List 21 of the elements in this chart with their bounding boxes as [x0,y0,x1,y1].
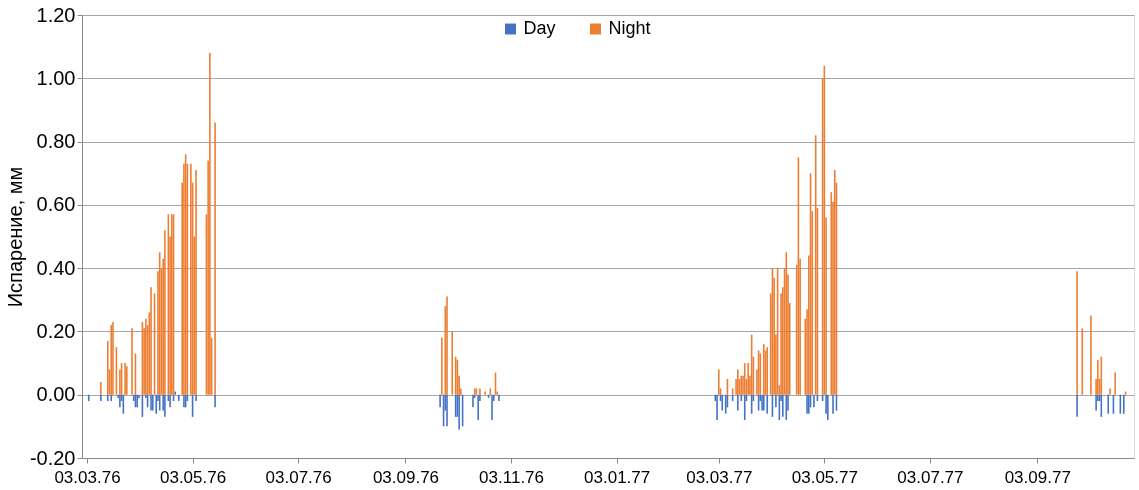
y-axis-title: Испарение, мм [3,166,26,308]
y-tick-label: 0.40 [36,256,76,279]
x-tick-label: 03.05.77 [791,467,858,487]
y-tick-label: 0.20 [36,319,76,342]
x-tick-label: 03.01.77 [584,467,651,487]
x-tick-label: 03.11.76 [479,467,545,487]
x-tick-label: 03.05.76 [159,467,227,487]
x-tick-label: 03.03.77 [686,467,753,487]
x-tick-label: 03.09.77 [1004,467,1071,487]
y-tick-label: 0.00 [36,383,76,406]
x-tick-label: 03.07.77 [897,467,964,487]
legend-label: Day [523,18,556,38]
x-tick-label: 03.03.76 [54,467,121,487]
y-tick-label: 1.00 [36,66,76,89]
y-tick-label: 1.20 [36,3,76,26]
x-tick-label: 03.07.76 [265,467,332,487]
y-tick-label: -0.20 [29,446,76,469]
y-tick-label: 0.60 [36,193,76,216]
legend-label: Night [608,18,651,38]
x-tick-label: 03.09.76 [372,467,440,487]
y-tick-label: 0.80 [36,130,76,153]
